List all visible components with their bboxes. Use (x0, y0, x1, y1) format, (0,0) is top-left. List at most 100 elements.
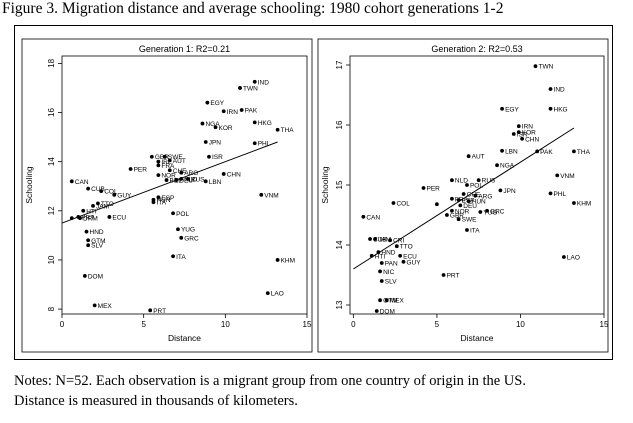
chart1-point-label: TWN (243, 85, 258, 92)
figure-frame (14, 25, 613, 360)
chart2-point-label: POL (470, 183, 483, 190)
chart2-point-label: PHL (554, 191, 567, 198)
chart1-point-label: GTM (91, 238, 105, 245)
chart1-point (179, 235, 184, 240)
figure-title: Figure 3. Migration distance and average… (2, 0, 504, 17)
chart1-point-label: HTI (86, 208, 97, 215)
chart2-point-label: GBR (450, 213, 464, 220)
chart1-y-tick-label: 12 (47, 206, 56, 215)
chart1-point-label: JPN (209, 140, 222, 147)
chart1-point-label: IRL (161, 159, 172, 166)
chart2-point-label: DEU (463, 203, 477, 210)
chart1-point-label: ESP (161, 195, 174, 202)
chart1-point-label: CUB (91, 186, 105, 193)
chart1-point (213, 125, 218, 130)
chart2-point-label: SWE (462, 217, 477, 224)
chart2-point (398, 253, 403, 258)
chart2-point-label: PAK (540, 149, 553, 156)
chart2-point (374, 309, 379, 313)
chart1-point (164, 178, 169, 182)
chart2-point (379, 279, 384, 283)
chart1-point (156, 173, 161, 178)
chart2-point-label: GTM (383, 298, 397, 305)
chart1-point-label: NLD (184, 176, 197, 183)
chart1-point-label: THA (281, 127, 295, 134)
chart2-point (434, 202, 439, 207)
chart2-point-label: TTO (400, 244, 413, 251)
chart2-point (495, 163, 499, 168)
chart2-point (445, 213, 449, 217)
chart2-point (421, 186, 426, 190)
chart1-point (185, 176, 190, 181)
chart2-point (500, 148, 504, 153)
chart1-point-label: IND (258, 79, 270, 86)
chart2-point (478, 210, 483, 214)
chart1-point (86, 238, 91, 243)
chart2-y-tick-label: 14 (335, 240, 344, 249)
chart2-point (511, 132, 516, 136)
chart2-point-label: EGY (505, 106, 519, 113)
chart1-point (163, 154, 167, 159)
chart1-point (179, 176, 184, 181)
chart1-point (203, 140, 208, 144)
chart2-x-tick-label: 15 (600, 320, 609, 329)
chart1-x-tick-label: 15 (303, 320, 312, 329)
chart2-point-label: HTI (375, 253, 386, 260)
chart1-point (252, 141, 257, 146)
chart2-point (555, 173, 560, 178)
chart2-point-label: VNM (560, 173, 574, 180)
chart2-point (458, 203, 463, 208)
chart1-point-label: HKG (258, 120, 272, 127)
chart2-point (548, 87, 553, 91)
chart2-point (388, 238, 393, 243)
chart1-x-tick-label: 0 (60, 320, 65, 329)
chart1-point-label: YUG (181, 227, 195, 234)
chart2-point (379, 261, 384, 265)
chart2-point-label: IRN (522, 124, 534, 131)
chart2-y-tick-label: 16 (335, 120, 344, 129)
chart2-point-label: LBN (505, 148, 518, 155)
chart1-point-label: AUT (173, 158, 186, 165)
chart2-point (498, 188, 503, 193)
chart2-point-label: GRC (490, 208, 505, 215)
chart-generation-2: Generation 2: R2=0.53 0 5 10 15 13 14 15 16 17 Dis… (317, 38, 609, 353)
chart1-point (167, 158, 172, 163)
chart2-y-tick-label: 15 (335, 180, 344, 189)
chart1-point-label: CHE (173, 168, 187, 175)
chart1-point (84, 229, 89, 234)
chart2-point (376, 250, 381, 255)
chart2-point (378, 269, 382, 274)
chart2-point-label: HKG (554, 106, 568, 113)
chart1-y-tick-label: 14 (47, 157, 56, 166)
chart2-point (456, 198, 461, 202)
chart1-point (176, 227, 180, 232)
chart2-point-label: DOM (380, 309, 395, 316)
chart1-point-label: CAN (75, 179, 89, 186)
chart2-point (535, 149, 540, 154)
chart2-point-label: NIC (383, 269, 395, 276)
chart1-plot-area (61, 55, 308, 315)
chart1-point (259, 192, 264, 197)
chart2-point-label: JAM (378, 237, 391, 244)
chart2-point (394, 244, 399, 249)
chart1-point (200, 121, 205, 126)
chart1-point (128, 167, 133, 171)
chart2-point-label: YUG (483, 210, 497, 217)
chart1-point-label: ECU (112, 214, 126, 221)
chart1-point-label: KOR (219, 125, 233, 132)
chart2-point (465, 228, 469, 232)
chart2-point-label: IND (554, 87, 566, 94)
chart2-point-label: CRI (393, 238, 404, 245)
chart1-point-label: RUS (191, 176, 205, 183)
chart1-point (148, 308, 153, 313)
chart1-point-label: HUN (156, 197, 170, 204)
chart2-point (441, 273, 446, 277)
chart1-x-tick-label: 10 (221, 320, 230, 329)
chart1-point-label: FRA (161, 163, 175, 170)
chart1-point (69, 179, 74, 184)
chart1-point-label: EGY (210, 100, 224, 107)
chart2-point (500, 106, 504, 111)
chart2-point (384, 298, 389, 303)
chart1-point (238, 86, 242, 90)
